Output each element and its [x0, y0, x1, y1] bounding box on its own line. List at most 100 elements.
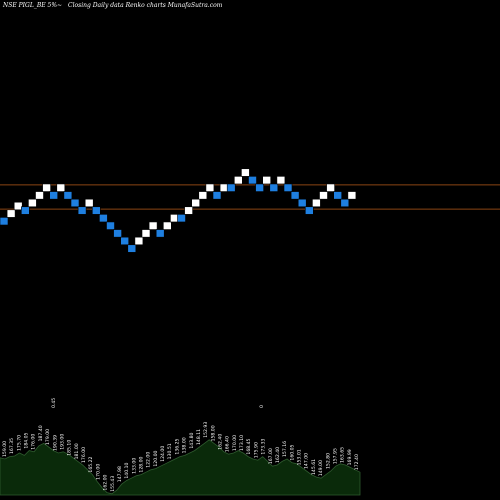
- volume-label-19: 128.00: [138, 456, 144, 472]
- brick-11: [77, 206, 87, 215]
- volume-area: [0, 439, 361, 496]
- brick-34: [241, 168, 250, 177]
- volume-label-5: 187.40: [38, 425, 44, 441]
- brick-1: [6, 209, 16, 218]
- brick-4: [28, 198, 37, 208]
- volume-label-42: 147.00: [304, 453, 310, 469]
- brick-7: [49, 191, 59, 200]
- brick-47: [333, 191, 343, 200]
- brick-3: [20, 206, 30, 215]
- volume-label-29: 158.00: [210, 425, 216, 441]
- brick-6: [42, 183, 51, 192]
- brick-30: [212, 191, 222, 200]
- brick-41: [290, 191, 300, 200]
- brick-38: [269, 183, 279, 192]
- volume-series: [0, 439, 361, 496]
- brick-37: [262, 176, 272, 185]
- brick-2: [13, 201, 23, 211]
- brick-33: [234, 176, 243, 185]
- brick-29: [205, 183, 215, 192]
- volume-mark-0: 0.45: [51, 398, 57, 408]
- brick-35: [248, 176, 257, 185]
- volume-label-15: 155.43: [110, 476, 116, 492]
- brick-19: [134, 236, 144, 246]
- brick-22: [155, 229, 165, 238]
- brick-20: [141, 229, 151, 238]
- brick-5: [35, 191, 44, 200]
- brick-42: [297, 198, 307, 208]
- volume-label-32: 170.00: [232, 435, 238, 451]
- chart-header: NSE PIGL_BE 5%~ Closing Daily data Renko…: [3, 2, 222, 9]
- volume-label-22: 124.00: [160, 446, 166, 462]
- brick-24: [170, 214, 179, 223]
- volume-label-7: 190.39: [52, 435, 58, 451]
- volume-label-13: 170.00: [95, 464, 101, 480]
- volume-label-3: 184.05: [24, 432, 30, 448]
- brick-43: [304, 206, 314, 215]
- brick-13: [92, 206, 101, 215]
- volume-label-20: 122.00: [146, 452, 152, 468]
- volume-label-45: 152.80: [325, 453, 331, 469]
- brick-28: [198, 191, 208, 200]
- volume-label-36: 173.33: [261, 438, 267, 454]
- volume-label-35: 175.90: [253, 442, 259, 458]
- symbol-text: NSE PIGL_BE 5%~: [3, 2, 63, 9]
- volume-label-16: 147.98: [117, 466, 123, 482]
- volume-label-28: 152.93: [203, 422, 209, 438]
- volume-label-24: 136.25: [174, 438, 180, 454]
- brick-49: [347, 191, 357, 200]
- volume-label-12: 165.22: [88, 456, 94, 472]
- brick-25: [177, 214, 186, 223]
- volume-label-31: 166.40: [225, 436, 231, 452]
- brick-15: [106, 221, 115, 230]
- volume-label-39: 157.16: [282, 441, 288, 457]
- brick-45: [319, 191, 328, 200]
- volume-label-25: 138.00: [182, 437, 188, 453]
- volume-label-38: 162.40: [275, 447, 281, 463]
- volume-mark-1: 0: [259, 405, 265, 408]
- volume-label-47: 163.65: [340, 447, 346, 463]
- brick-48: [340, 198, 350, 208]
- volume-label-26: 143.80: [189, 432, 195, 448]
- volume-label-6: 179.00: [45, 429, 51, 445]
- brick-36: [255, 183, 264, 192]
- volume-label-37: 167.00: [268, 448, 274, 464]
- brick-32: [226, 183, 236, 192]
- brick-8: [56, 183, 66, 192]
- brick-14: [99, 214, 108, 223]
- volume-label-10: 181.00: [74, 443, 80, 459]
- volume-label-49: 172.40: [354, 454, 360, 470]
- volume-label-18: 133.00: [131, 458, 137, 474]
- volume-label-14: 162.00: [103, 474, 109, 490]
- volume-label-8: 193.00: [59, 434, 65, 450]
- renko-bricks: [0, 168, 357, 253]
- volume-label-30: 162.40: [218, 434, 224, 450]
- volume-label-17: 140.10: [124, 462, 130, 478]
- volume-label-1: 167.35: [9, 438, 15, 454]
- volume-label-2: 175.70: [16, 435, 22, 451]
- volume-label-27: 148.11: [196, 429, 202, 445]
- brick-40: [283, 183, 293, 192]
- volume-label-44: 149.00: [318, 460, 324, 476]
- volume-label-40: 160.05: [289, 444, 295, 460]
- volume-label-11: 176.00: [81, 447, 87, 463]
- volume-label-41: 153.01: [297, 449, 303, 465]
- brick-18: [127, 244, 137, 253]
- volume-label-46: 157.95: [332, 448, 338, 464]
- brick-16: [113, 229, 122, 238]
- volume-label-43: 145.61: [311, 459, 317, 475]
- description-text: Closing Daily data Renko charts MunafaSu…: [68, 2, 223, 9]
- volume-label-34: 168.45: [246, 438, 252, 454]
- volume-label-4: 176.00: [31, 434, 37, 450]
- brick-39: [276, 176, 286, 185]
- brick-27: [191, 198, 200, 208]
- volume-label-23: 130.51: [167, 443, 173, 459]
- brick-44: [312, 198, 321, 208]
- brick-0: [0, 217, 9, 226]
- brick-46: [326, 183, 335, 192]
- brick-21: [148, 221, 158, 230]
- volume-label-0: 159.00: [2, 441, 8, 457]
